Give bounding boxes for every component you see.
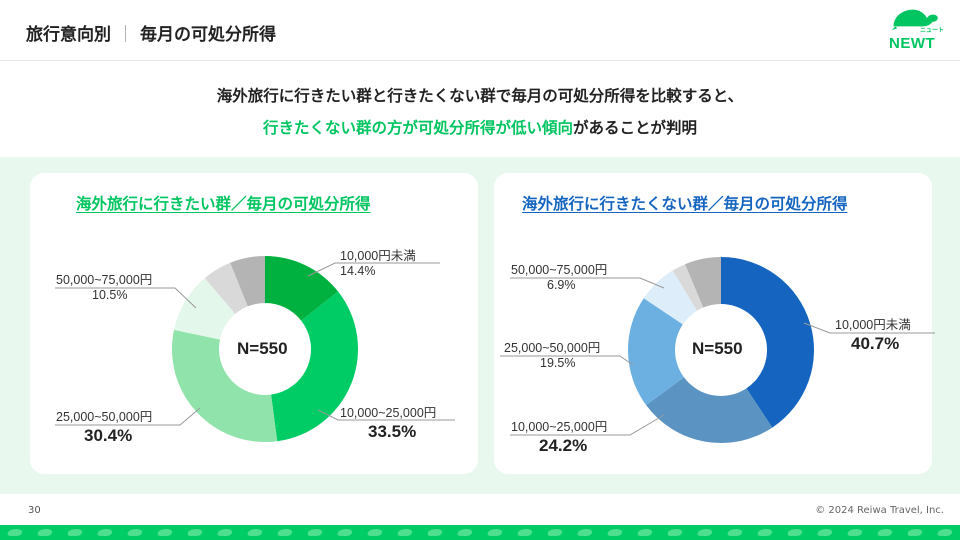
- donut-slice: [643, 270, 698, 325]
- leader-line: [55, 407, 201, 426]
- label-notwant-under10k: 10,000円未満 40.7%: [835, 318, 911, 353]
- logo-kana: ニュート: [920, 27, 945, 34]
- donut-slice: [685, 257, 721, 308]
- turtle-pattern-icon: [396, 529, 414, 536]
- lead-line-2: 行きたくない群の方が可処分所得が低い傾向があることが判明: [0, 118, 960, 138]
- turtle-pattern-icon: [756, 529, 774, 536]
- leader-line: [510, 414, 665, 436]
- turtle-pattern-icon: [546, 529, 564, 536]
- turtle-pattern-icon: [336, 529, 354, 536]
- turtle-pattern-icon: [816, 529, 834, 536]
- donut-slice: [204, 262, 248, 314]
- turtle-pattern-icon: [786, 529, 804, 536]
- header-divider: [0, 60, 960, 61]
- turtle-pattern-icon: [156, 529, 174, 536]
- donut-slice: [628, 298, 684, 406]
- donut-slice: [271, 291, 359, 442]
- turtle-pattern-icon: [516, 529, 534, 536]
- lead-line-1: 海外旅行に行きたい群と行きたくない群で毎月の可処分所得を比較すると、: [216, 87, 744, 105]
- leader-lines: [55, 262, 935, 436]
- chart-title-want: 海外旅行に行きたい群／毎月の可処分所得: [76, 195, 371, 213]
- turtle-pattern-icon: [666, 529, 684, 536]
- page-title: 旅行意向別 ｜ 毎月の可処分所得: [26, 20, 276, 45]
- leader-line: [55, 287, 197, 309]
- chart-title-not-want: 海外旅行に行きたくない群／毎月の可処分所得: [522, 195, 848, 213]
- turtle-pattern-icon: [126, 529, 144, 536]
- turtle-pattern-icon: [456, 529, 474, 536]
- turtle-logo-icon: [891, 9, 938, 31]
- leader-line: [500, 355, 634, 366]
- turtle-pattern-icon: [276, 529, 294, 536]
- donut-slice: [171, 329, 278, 442]
- label-want-10-25k: 10,000~25,000円 33.5%: [340, 406, 437, 441]
- turtle-pattern-icon: [66, 529, 84, 536]
- turtle-pattern-icon: [36, 529, 54, 536]
- donut-slice: [721, 257, 814, 428]
- label-want-under10k: 10,000円未満 14.4%: [340, 249, 416, 278]
- center-label-want: N=550: [237, 339, 288, 358]
- turtle-pattern-icon: [246, 529, 264, 536]
- donut-slice: [173, 278, 236, 340]
- leader-line: [510, 277, 665, 289]
- turtle-pattern-icon: [426, 529, 444, 536]
- leader-line: [803, 322, 935, 334]
- turtle-pattern-icon: [906, 529, 924, 536]
- leader-line: [317, 409, 455, 421]
- page-number: 30: [28, 505, 41, 516]
- turtle-pattern-icon: [186, 529, 204, 536]
- copyright: © 2024 Reiwa Travel, Inc.: [815, 505, 944, 516]
- label-notwant-50-75k: 50,000~75,000円 6.9%: [511, 263, 608, 292]
- turtle-pattern-icon: [216, 529, 234, 536]
- title-right: 毎月の可処分所得: [140, 25, 276, 45]
- turtle-pattern-icon: [576, 529, 594, 536]
- label-want-25-50k: 25,000~50,000円 30.4%: [56, 410, 153, 445]
- turtle-pattern-icon: [606, 529, 624, 536]
- turtle-pattern-icon: [6, 529, 24, 536]
- title-left: 旅行意向別: [26, 25, 111, 45]
- donut-slice: [265, 256, 339, 321]
- turtle-pattern-icon: [846, 529, 864, 536]
- center-label-not-want: N=550: [692, 339, 743, 358]
- turtle-pattern-icon: [726, 529, 744, 536]
- label-want-50-75k: 50,000~75,000円 10.5%: [56, 273, 153, 302]
- lead-highlight: 行きたくない群の方が可処分所得が低い傾向: [262, 119, 573, 137]
- turtle-pattern-icon: [876, 529, 894, 536]
- footer-band: [0, 525, 960, 540]
- turtle-pattern-icon: [486, 529, 504, 536]
- label-notwant-10-25k: 10,000~25,000円 24.2%: [511, 420, 608, 455]
- donut-slice: [672, 264, 704, 311]
- lead-rest: があることが判明: [573, 119, 698, 137]
- turtle-pattern-icon: [696, 529, 714, 536]
- title-separator: ｜: [117, 25, 134, 45]
- logo-text: NEWT: [889, 35, 936, 52]
- turtle-pattern-icon: [96, 529, 114, 536]
- turtle-pattern-icon: [366, 529, 384, 536]
- turtle-pattern-icon: [636, 529, 654, 536]
- label-notwant-25-50k: 25,000~50,000円 19.5%: [504, 341, 601, 370]
- turtle-pattern-icon: [936, 529, 954, 536]
- turtle-pattern-icon: [306, 529, 324, 536]
- donut-slice: [230, 256, 265, 307]
- leader-line: [307, 262, 440, 277]
- donut-slice: [646, 377, 773, 443]
